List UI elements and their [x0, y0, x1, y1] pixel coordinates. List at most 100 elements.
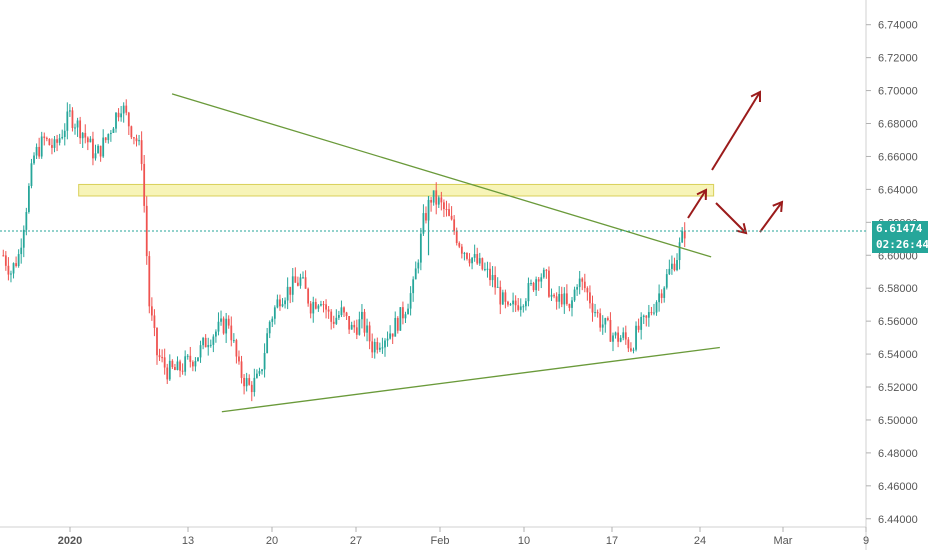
- candle-body: [683, 231, 686, 239]
- candle-body: [289, 286, 292, 295]
- candle-body: [522, 306, 525, 308]
- candle-body: [202, 337, 204, 346]
- candle-body: [291, 276, 294, 295]
- candle-body: [12, 263, 15, 274]
- candle-body: [660, 293, 663, 298]
- candle-body: [565, 293, 568, 304]
- candle-body: [614, 332, 617, 336]
- candle-body: [17, 254, 20, 266]
- candle-body: [665, 274, 668, 288]
- candle-body: [527, 283, 530, 302]
- candle-body: [481, 258, 484, 270]
- candle-body: [250, 384, 253, 393]
- candle-body: [156, 327, 158, 356]
- candle-body: [84, 132, 87, 138]
- candle-body: [263, 352, 266, 370]
- candle-body: [222, 318, 225, 334]
- candle-body: [550, 294, 553, 297]
- candle-body: [560, 293, 563, 305]
- candle-body: [396, 317, 399, 331]
- candle-body: [514, 300, 517, 306]
- arrow-up-long: [711, 91, 761, 171]
- candle-body: [589, 292, 591, 304]
- resistance-zone-layer: [78, 183, 715, 197]
- x-tick-label: Feb: [431, 535, 450, 547]
- candle-body: [517, 305, 520, 310]
- candle-body: [307, 288, 310, 304]
- y-tick-label: 6.52000: [878, 382, 918, 394]
- candle-body: [294, 276, 297, 283]
- candle-body: [261, 369, 263, 372]
- candle-body: [230, 325, 233, 341]
- candle-countdown-badge: 02:26:44: [872, 237, 929, 253]
- candle-body: [553, 294, 555, 297]
- candle-body: [120, 113, 123, 118]
- candle-body: [138, 140, 140, 142]
- y-tick-label: 6.72000: [878, 53, 918, 65]
- candle-body: [512, 300, 514, 305]
- candle-body: [22, 229, 25, 248]
- x-tick-label: 17: [606, 535, 618, 547]
- candles-layer: [2, 99, 686, 402]
- candle-body: [509, 304, 512, 306]
- x-tick-label: 13: [182, 535, 194, 547]
- candle-body: [81, 132, 84, 139]
- candle-body: [317, 305, 320, 309]
- candle-body: [419, 233, 422, 263]
- candle-body: [104, 137, 107, 141]
- x-tick-label: 2020: [58, 535, 82, 547]
- candle-body: [501, 292, 504, 305]
- candle-body: [532, 282, 535, 291]
- candle-body: [476, 254, 479, 264]
- arrow-up-after-retest-head: [772, 200, 784, 213]
- candle-body: [150, 306, 153, 316]
- candle-body: [507, 301, 509, 305]
- candle-body: [678, 242, 681, 261]
- candle-body: [435, 190, 438, 205]
- y-tick-label: 6.66000: [878, 151, 918, 163]
- candle-body: [174, 367, 176, 370]
- candle-body: [220, 318, 222, 322]
- candle-body: [71, 110, 74, 128]
- candle-body: [40, 136, 43, 157]
- candle-body: [43, 136, 46, 138]
- candle-body: [332, 321, 335, 324]
- candle-body: [389, 333, 392, 339]
- arrow-up-after-retest: [759, 201, 783, 233]
- trendlines-layer: [171, 93, 720, 413]
- y-tick-label: 6.70000: [878, 86, 918, 98]
- candle-body: [258, 371, 261, 374]
- candle-body: [337, 315, 340, 318]
- candle-body: [494, 274, 497, 288]
- candle-body: [632, 349, 635, 351]
- candle-body: [596, 312, 599, 314]
- candle-body: [663, 287, 666, 298]
- last-price-badge: 6.61474: [872, 221, 928, 237]
- candle-body: [325, 304, 327, 310]
- axis-frame: [0, 0, 867, 550]
- candle-body: [378, 347, 381, 350]
- candle-body: [384, 340, 386, 348]
- candle-body: [330, 311, 333, 322]
- candle-body: [640, 316, 643, 330]
- candle-body: [133, 137, 135, 139]
- candle-body: [99, 145, 102, 157]
- candle-body: [496, 286, 499, 288]
- candle-body: [545, 269, 548, 271]
- candle-body: [363, 311, 366, 333]
- candle-body: [209, 344, 212, 346]
- candle-body: [212, 336, 215, 345]
- candle-body: [407, 308, 409, 315]
- candle-body: [179, 361, 181, 371]
- candle-body: [524, 301, 527, 307]
- candle-body: [53, 139, 56, 148]
- candle-body: [140, 140, 143, 164]
- candle-body: [673, 263, 676, 271]
- candle-body: [637, 325, 640, 330]
- candle-body: [191, 361, 194, 367]
- candle-body: [273, 307, 276, 319]
- candle-body: [51, 145, 53, 148]
- candle-body: [281, 304, 284, 307]
- candle-body: [125, 105, 128, 113]
- candle-body: [20, 247, 23, 255]
